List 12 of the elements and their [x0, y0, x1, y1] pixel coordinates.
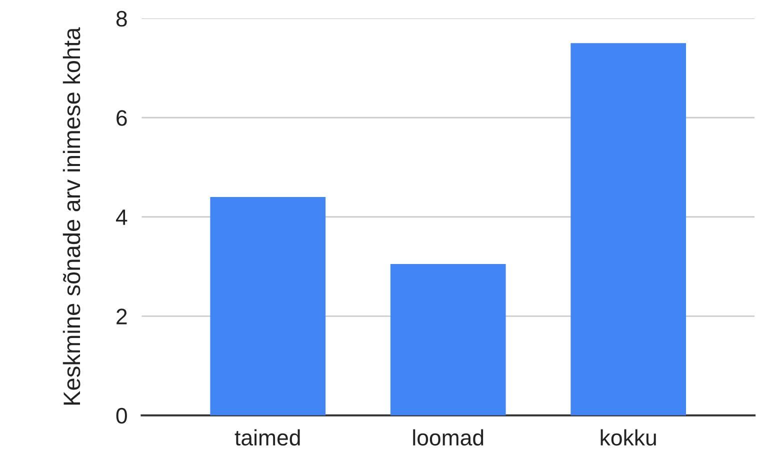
- bar: [570, 43, 686, 416]
- y-axis-title: Keskmine sõnade arv inimese kohta: [62, 27, 80, 405]
- y-tick-label: 0: [116, 408, 127, 424]
- y-tick-label: 6: [116, 110, 127, 126]
- x-tick-label: loomad: [413, 429, 484, 446]
- y-tick-label: 4: [116, 210, 128, 225]
- x-tick-label: kokku: [600, 429, 656, 446]
- y-tick-label: 8: [116, 10, 127, 27]
- bar: [390, 264, 506, 416]
- x-tick-label: taimed: [234, 429, 300, 446]
- bar: [210, 197, 326, 416]
- y-tick-label: 2: [116, 308, 127, 324]
